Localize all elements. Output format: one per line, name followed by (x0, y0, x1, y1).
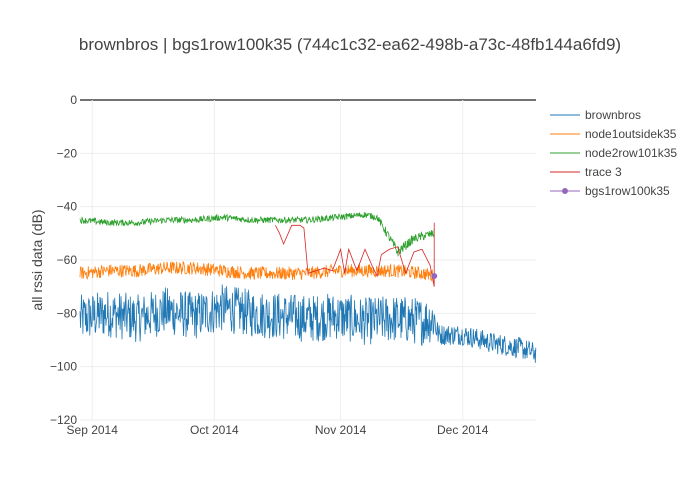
y-axis-label: all rssi data (dB) (29, 209, 45, 310)
legend-label: trace 3 (585, 165, 622, 179)
legend-item-trace-3[interactable]: trace 3 (550, 165, 622, 179)
legend-item-node1outsidek35[interactable]: node1outsidek35 (550, 127, 677, 141)
x-tick-label: Sep 2014 (67, 423, 119, 437)
legend-item-bgs1row100k35[interactable]: bgs1row100k35 (550, 184, 670, 198)
legend-label: brownbros (585, 108, 641, 122)
legend-label: node1outsidek35 (585, 127, 677, 141)
series-line-trace-3[interactable] (275, 222, 435, 287)
plot-area (79, 212, 537, 363)
legend-label: bgs1row100k35 (585, 184, 670, 198)
y-tick-label: −80 (57, 306, 78, 320)
series-line-brownbros[interactable] (79, 284, 537, 363)
chart-title: brownbros | bgs1row100k35 (744c1c32-ea62… (79, 35, 621, 54)
legend-item-brownbros[interactable]: brownbros (550, 108, 641, 122)
y-tick-label: 0 (70, 93, 77, 107)
legend-label: node2row101k35 (585, 146, 677, 160)
legend-item-node2row101k35[interactable]: node2row101k35 (550, 146, 677, 160)
x-tick-label: Nov 2014 (315, 423, 367, 437)
series-line-node2row101k35[interactable] (79, 212, 435, 257)
y-tick-label: −100 (50, 360, 77, 374)
x-tick-label: Oct 2014 (190, 423, 239, 437)
y-tick-label: −20 (57, 146, 78, 160)
y-tick-label: −40 (57, 200, 78, 214)
legend-marker (562, 188, 568, 194)
legend[interactable]: brownbros node1outsidek35 node2row101k35 tr… (550, 108, 677, 198)
series-point-bgs1row100k35[interactable] (431, 273, 438, 279)
grid-layer (80, 99, 536, 421)
x-tick-label: Dec 2014 (437, 423, 489, 437)
y-tick-label: −120 (50, 413, 77, 427)
series-line-node1outsidek35[interactable] (79, 260, 435, 283)
y-tick-label: −60 (57, 253, 78, 267)
